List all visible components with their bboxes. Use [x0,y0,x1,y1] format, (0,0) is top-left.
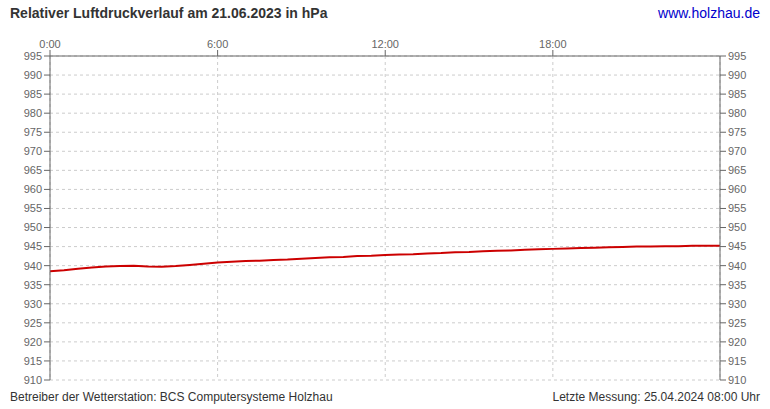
svg-text:970: 970 [24,145,42,157]
svg-text:975: 975 [24,126,42,138]
svg-text:6:00: 6:00 [207,38,228,50]
svg-text:985: 985 [728,88,746,100]
svg-text:915: 915 [728,355,746,367]
svg-text:910: 910 [728,374,746,385]
svg-text:950: 950 [728,221,746,233]
svg-text:980: 980 [728,107,746,119]
svg-text:935: 935 [24,279,42,291]
svg-text:945: 945 [24,240,42,252]
svg-text:920: 920 [24,336,42,348]
svg-text:930: 930 [728,298,746,310]
svg-text:0:00: 0:00 [39,38,60,50]
svg-text:930: 930 [24,298,42,310]
svg-text:960: 960 [24,183,42,195]
html-text:Letzte Messung: 25.04.2024 08:: Letzte Messung: 25.04.2024 08:00 Uhr [552,390,760,404]
svg-text:940: 940 [728,260,746,272]
svg-text:960: 960 [728,183,746,195]
html-text:Relativer Luftdruckverlauf am: Relativer Luftdruckverlauf am 21.06.2023… [10,5,328,21]
svg-text:995: 995 [728,50,746,62]
svg-text:910: 910 [24,374,42,385]
svg-text:18:00: 18:00 [539,38,567,50]
svg-text:12:00: 12:00 [371,38,399,50]
svg-text:990: 990 [728,69,746,81]
svg-text:985: 985 [24,88,42,100]
svg-text:920: 920 [728,336,746,348]
svg-text:925: 925 [24,317,42,329]
svg-text:975: 975 [728,126,746,138]
svg-text:965: 965 [24,164,42,176]
svg-text:990: 990 [24,69,42,81]
svg-text:950: 950 [24,221,42,233]
svg-text:955: 955 [24,202,42,214]
html-text:Betreiber der Wetterstation: B: Betreiber der Wetterstation: BCS Compute… [10,390,333,404]
svg-text:915: 915 [24,355,42,367]
html-text:www.holzhau.de: www.holzhau.de [658,5,760,21]
svg-text:925: 925 [728,317,746,329]
svg-text:955: 955 [728,202,746,214]
svg-text:980: 980 [24,107,42,119]
svg-text:965: 965 [728,164,746,176]
svg-text:940: 940 [24,260,42,272]
svg-text:970: 970 [728,145,746,157]
svg-text:995: 995 [24,50,42,62]
svg-text:935: 935 [728,279,746,291]
svg-text:945: 945 [728,240,746,252]
